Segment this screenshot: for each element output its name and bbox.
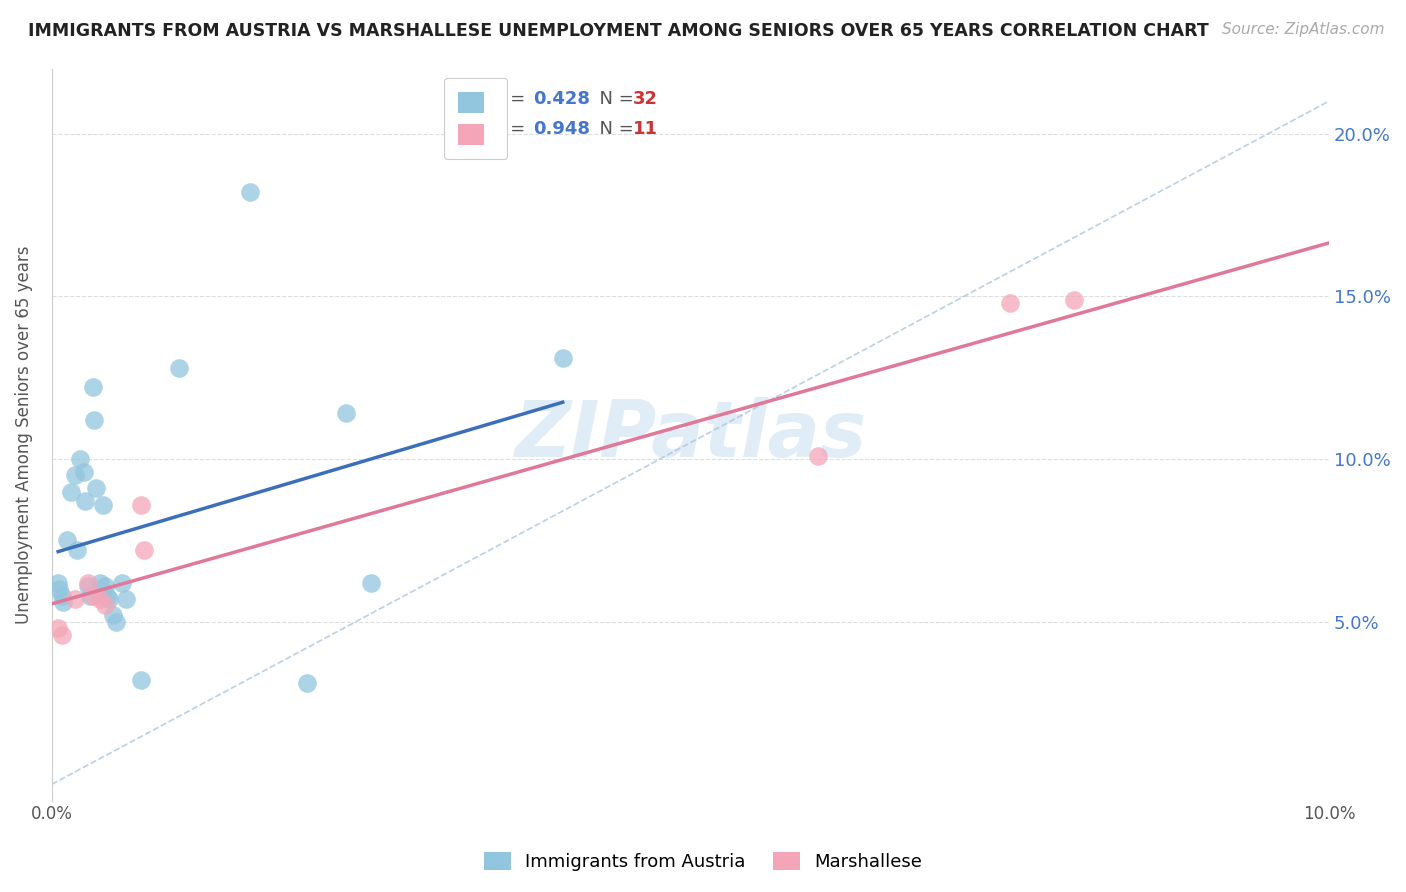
Point	[129, 498, 152, 512]
Legend: Immigrants from Austria, Marshallese: Immigrants from Austria, Marshallese	[477, 845, 929, 879]
Point	[89, 575, 111, 590]
Point	[551, 351, 574, 365]
Point	[360, 575, 382, 590]
Point	[83, 413, 105, 427]
Point	[104, 615, 127, 629]
Text: R =: R =	[492, 120, 531, 137]
Point	[51, 628, 73, 642]
Point	[73, 465, 96, 479]
Point	[86, 481, 108, 495]
Point	[98, 591, 121, 606]
Text: 0.948: 0.948	[533, 120, 591, 137]
Point	[76, 579, 98, 593]
Text: 0.428: 0.428	[533, 90, 591, 108]
Point	[82, 380, 104, 394]
Text: R =: R =	[492, 90, 531, 108]
Point	[66, 543, 89, 558]
Point	[56, 533, 79, 548]
Point	[76, 575, 98, 590]
Text: 11: 11	[633, 120, 658, 137]
Point	[94, 579, 117, 593]
Point	[129, 673, 152, 688]
Point	[96, 589, 118, 603]
Point	[46, 621, 69, 635]
Point	[94, 599, 117, 613]
Point	[807, 449, 830, 463]
Y-axis label: Unemployment Among Seniors over 65 years: Unemployment Among Seniors over 65 years	[15, 245, 32, 624]
Point	[59, 484, 82, 499]
Text: ZIPatlas: ZIPatlas	[515, 397, 866, 473]
Point	[52, 595, 75, 609]
Text: 32: 32	[633, 90, 658, 108]
Text: IMMIGRANTS FROM AUSTRIA VS MARSHALLESE UNEMPLOYMENT AMONG SENIORS OVER 65 YEARS : IMMIGRANTS FROM AUSTRIA VS MARSHALLESE U…	[28, 22, 1209, 40]
Point	[101, 608, 124, 623]
Text: N =: N =	[588, 120, 640, 137]
Point	[335, 406, 357, 420]
Point	[82, 589, 104, 603]
Point	[1063, 293, 1085, 307]
Point	[73, 494, 96, 508]
Text: Source: ZipAtlas.com: Source: ZipAtlas.com	[1222, 22, 1385, 37]
Legend: , : ,	[444, 78, 508, 159]
Point	[239, 185, 262, 199]
Point	[48, 582, 70, 596]
Text: N =: N =	[588, 90, 640, 108]
Point	[132, 543, 155, 558]
Point	[69, 452, 91, 467]
Point	[63, 468, 86, 483]
Point	[63, 591, 86, 606]
Point	[998, 295, 1021, 310]
Point	[89, 591, 111, 606]
Point	[51, 589, 73, 603]
Point	[297, 676, 319, 690]
Point	[111, 575, 134, 590]
Point	[169, 360, 191, 375]
Point	[115, 591, 138, 606]
Point	[46, 575, 69, 590]
Point	[91, 498, 114, 512]
Point	[79, 589, 101, 603]
